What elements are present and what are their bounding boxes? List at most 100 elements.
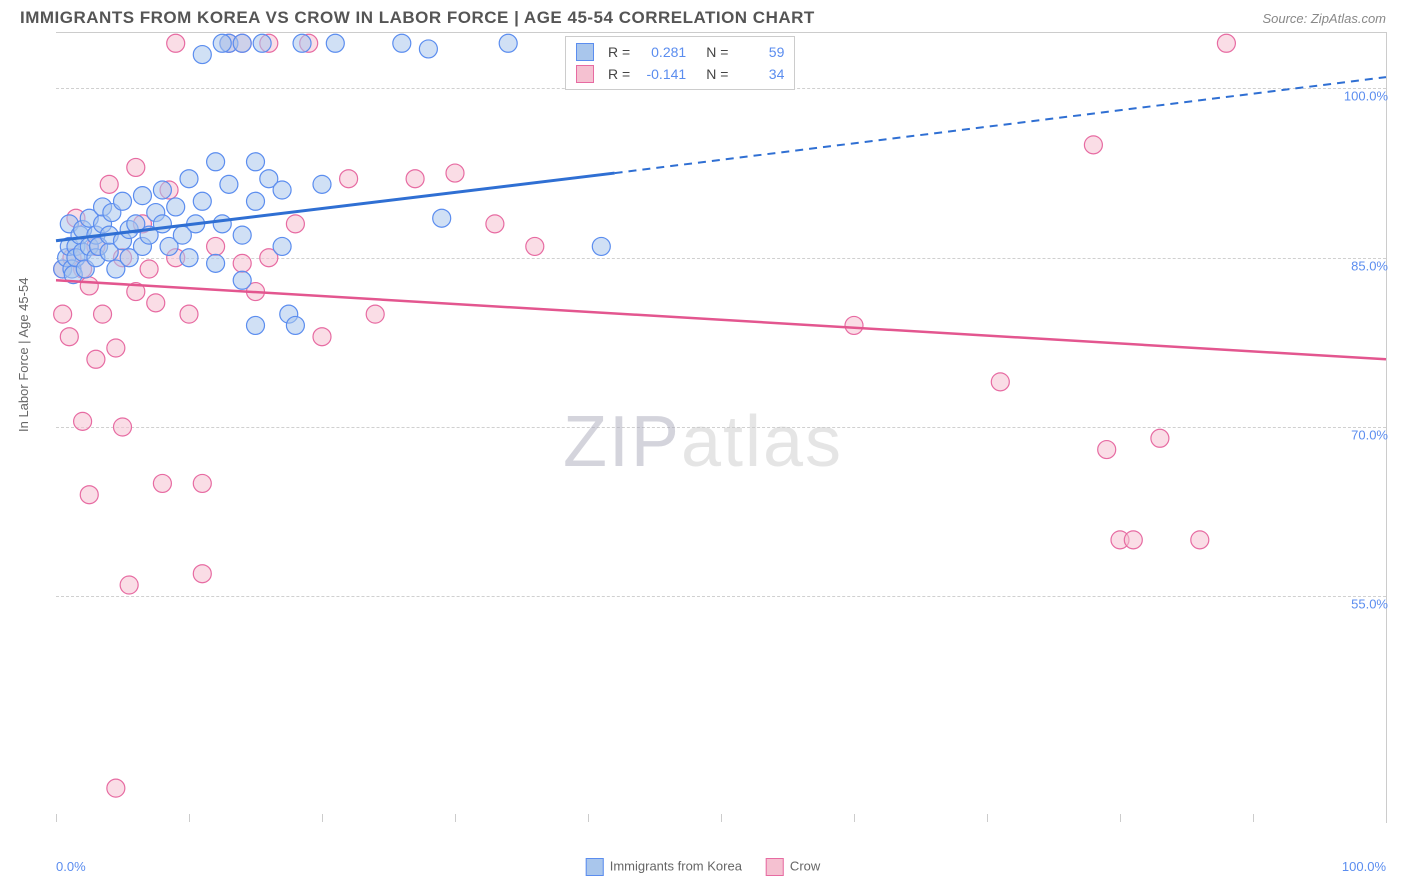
- stat-swatch: [576, 65, 594, 83]
- data-point: [213, 215, 231, 233]
- data-point: [107, 779, 125, 797]
- data-point: [991, 373, 1009, 391]
- stat-n-label: N =: [706, 63, 728, 85]
- trend-line-korea-dashed: [615, 77, 1386, 173]
- legend-label: Crow: [790, 858, 820, 873]
- data-point: [233, 34, 251, 52]
- legend-swatch: [586, 858, 604, 876]
- data-point: [54, 305, 72, 323]
- data-point: [406, 170, 424, 188]
- data-point: [193, 192, 211, 210]
- stat-n-value: 59: [736, 41, 784, 63]
- data-point: [326, 34, 344, 52]
- data-point: [133, 187, 151, 205]
- data-point: [393, 34, 411, 52]
- data-point: [94, 305, 112, 323]
- x-tick: [1386, 814, 1387, 822]
- stat-r-value: -0.141: [638, 63, 686, 85]
- data-point: [140, 260, 158, 278]
- stat-n-value: 34: [736, 63, 784, 85]
- stat-r-label: R =: [608, 41, 630, 63]
- correlation-stat-box: R = 0.281 N = 59 R = -0.141 N = 34: [565, 36, 795, 90]
- data-point: [1217, 34, 1235, 52]
- data-point: [147, 294, 165, 312]
- stat-row: R = -0.141 N = 34: [576, 63, 784, 85]
- data-point: [233, 226, 251, 244]
- data-point: [213, 34, 231, 52]
- data-point: [167, 198, 185, 216]
- y-axis-label: In Labor Force | Age 45-54: [16, 278, 31, 432]
- data-point: [1151, 429, 1169, 447]
- x-axis-min-label: 0.0%: [56, 859, 86, 874]
- data-point: [207, 254, 225, 272]
- source-label: Source: ZipAtlas.com: [1262, 11, 1386, 26]
- data-point: [220, 175, 238, 193]
- plot-area: In Labor Force | Age 45-54 55.0%70.0%85.…: [20, 32, 1386, 852]
- legend-item: Immigrants from Korea: [586, 858, 742, 876]
- data-point: [526, 237, 544, 255]
- stat-r-value: 0.281: [638, 41, 686, 63]
- data-point: [193, 46, 211, 64]
- data-point: [80, 486, 98, 504]
- bottom-legend: Immigrants from Korea Crow: [586, 858, 821, 876]
- data-point: [499, 34, 517, 52]
- header: IMMIGRANTS FROM KOREA VS CROW IN LABOR F…: [0, 0, 1406, 32]
- data-point: [80, 277, 98, 295]
- data-point: [340, 170, 358, 188]
- data-point: [486, 215, 504, 233]
- data-point: [592, 237, 610, 255]
- data-point: [193, 565, 211, 583]
- legend-label: Immigrants from Korea: [610, 858, 742, 873]
- data-point: [107, 339, 125, 357]
- data-point: [60, 328, 78, 346]
- data-point: [366, 305, 384, 323]
- data-point: [233, 254, 251, 272]
- x-axis-max-label: 100.0%: [1342, 859, 1386, 874]
- data-point: [273, 237, 291, 255]
- data-point: [127, 158, 145, 176]
- data-point: [180, 249, 198, 267]
- legend-swatch: [766, 858, 784, 876]
- data-point: [313, 328, 331, 346]
- data-point: [1098, 441, 1116, 459]
- data-point: [253, 34, 271, 52]
- data-point: [845, 316, 863, 334]
- legend-item: Crow: [766, 858, 820, 876]
- data-point: [247, 153, 265, 171]
- stat-n-label: N =: [706, 41, 728, 63]
- data-point: [1084, 136, 1102, 154]
- data-point: [1124, 531, 1142, 549]
- data-point: [207, 237, 225, 255]
- data-point: [120, 576, 138, 594]
- data-point: [293, 34, 311, 52]
- data-point: [153, 474, 171, 492]
- data-point: [100, 175, 118, 193]
- data-point: [313, 175, 331, 193]
- data-point: [114, 192, 132, 210]
- data-point: [167, 34, 185, 52]
- data-point: [74, 412, 92, 430]
- scatter-svg: [56, 32, 1386, 822]
- data-point: [207, 153, 225, 171]
- data-point: [247, 316, 265, 334]
- stat-swatch: [576, 43, 594, 61]
- data-point: [193, 474, 211, 492]
- trend-line-korea-solid: [56, 173, 615, 241]
- data-point: [233, 271, 251, 289]
- data-point: [433, 209, 451, 227]
- chart-title: IMMIGRANTS FROM KOREA VS CROW IN LABOR F…: [20, 8, 815, 28]
- stat-r-label: R =: [608, 63, 630, 85]
- data-point: [419, 40, 437, 58]
- data-point: [247, 192, 265, 210]
- data-point: [114, 418, 132, 436]
- data-point: [273, 181, 291, 199]
- data-point: [180, 305, 198, 323]
- stat-row: R = 0.281 N = 59: [576, 41, 784, 63]
- data-point: [180, 170, 198, 188]
- data-point: [87, 350, 105, 368]
- data-point: [286, 316, 304, 334]
- data-point: [153, 181, 171, 199]
- data-point: [286, 215, 304, 233]
- data-point: [1191, 531, 1209, 549]
- data-point: [446, 164, 464, 182]
